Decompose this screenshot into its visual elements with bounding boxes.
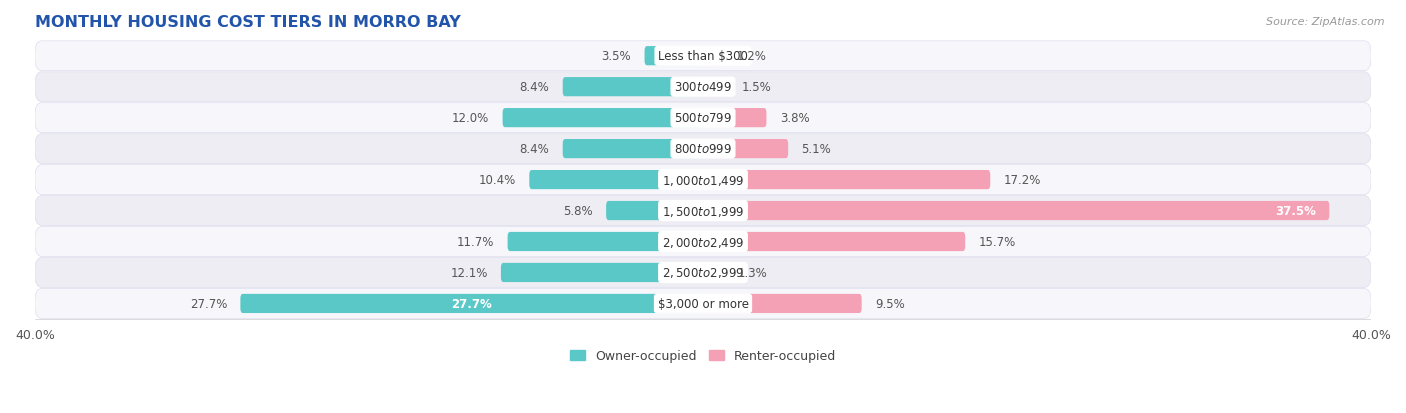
Text: $1,500 to $1,999: $1,500 to $1,999 — [662, 204, 744, 218]
Text: MONTHLY HOUSING COST TIERS IN MORRO BAY: MONTHLY HOUSING COST TIERS IN MORRO BAY — [35, 15, 461, 30]
Text: $500 to $799: $500 to $799 — [673, 112, 733, 125]
Text: $300 to $499: $300 to $499 — [673, 81, 733, 94]
Text: 3.5%: 3.5% — [602, 50, 631, 63]
Text: 1.3%: 1.3% — [738, 266, 768, 279]
FancyBboxPatch shape — [35, 196, 1371, 226]
Text: 27.7%: 27.7% — [451, 297, 492, 310]
FancyBboxPatch shape — [703, 140, 789, 159]
FancyBboxPatch shape — [644, 47, 703, 66]
Text: 15.7%: 15.7% — [979, 235, 1015, 248]
Text: $3,000 or more: $3,000 or more — [658, 297, 748, 310]
FancyBboxPatch shape — [501, 263, 703, 282]
FancyBboxPatch shape — [35, 104, 1371, 133]
Text: 27.7%: 27.7% — [190, 297, 226, 310]
Text: 1.5%: 1.5% — [741, 81, 770, 94]
FancyBboxPatch shape — [240, 294, 703, 313]
Text: 17.2%: 17.2% — [1004, 173, 1040, 187]
FancyBboxPatch shape — [703, 47, 723, 66]
FancyBboxPatch shape — [35, 42, 1371, 71]
Text: 11.7%: 11.7% — [457, 235, 495, 248]
FancyBboxPatch shape — [703, 263, 724, 282]
Text: $2,000 to $2,499: $2,000 to $2,499 — [662, 235, 744, 249]
FancyBboxPatch shape — [703, 109, 766, 128]
FancyBboxPatch shape — [35, 258, 1371, 287]
FancyBboxPatch shape — [703, 171, 990, 190]
Text: 37.5%: 37.5% — [1275, 204, 1316, 218]
Text: 8.4%: 8.4% — [520, 81, 550, 94]
Text: $2,500 to $2,999: $2,500 to $2,999 — [662, 266, 744, 280]
FancyBboxPatch shape — [606, 202, 703, 221]
FancyBboxPatch shape — [529, 171, 703, 190]
FancyBboxPatch shape — [35, 73, 1371, 102]
FancyBboxPatch shape — [562, 140, 703, 159]
FancyBboxPatch shape — [703, 78, 728, 97]
Text: 12.1%: 12.1% — [450, 266, 488, 279]
Text: 12.0%: 12.0% — [451, 112, 489, 125]
FancyBboxPatch shape — [703, 294, 862, 313]
Text: 1.2%: 1.2% — [737, 50, 766, 63]
Text: $1,000 to $1,499: $1,000 to $1,499 — [662, 173, 744, 187]
FancyBboxPatch shape — [508, 233, 703, 252]
Text: 9.5%: 9.5% — [875, 297, 905, 310]
FancyBboxPatch shape — [703, 233, 965, 252]
FancyBboxPatch shape — [35, 165, 1371, 195]
FancyBboxPatch shape — [35, 227, 1371, 257]
Text: 3.8%: 3.8% — [780, 112, 810, 125]
Text: Source: ZipAtlas.com: Source: ZipAtlas.com — [1267, 17, 1385, 26]
Text: $800 to $999: $800 to $999 — [673, 143, 733, 156]
FancyBboxPatch shape — [35, 134, 1371, 164]
Text: 5.1%: 5.1% — [801, 143, 831, 156]
FancyBboxPatch shape — [562, 78, 703, 97]
Text: 5.8%: 5.8% — [564, 204, 593, 218]
FancyBboxPatch shape — [703, 202, 1329, 221]
Text: 10.4%: 10.4% — [478, 173, 516, 187]
Legend: Owner-occupied, Renter-occupied: Owner-occupied, Renter-occupied — [565, 344, 841, 367]
Text: Less than $300: Less than $300 — [658, 50, 748, 63]
Text: 8.4%: 8.4% — [520, 143, 550, 156]
FancyBboxPatch shape — [502, 109, 703, 128]
FancyBboxPatch shape — [35, 289, 1371, 318]
